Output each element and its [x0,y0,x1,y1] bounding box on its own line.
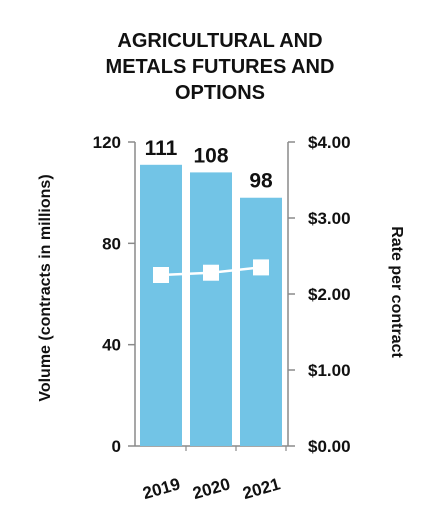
left-tick-label-80: 80 [102,234,121,253]
rate-marker-2019 [153,267,169,283]
data-label-2021: 98 [249,170,273,193]
right-tick-label-4: $4.00 [308,133,351,152]
data-label-2020: 108 [193,144,228,167]
chart-title-line-2: METALS FUTURES AND [105,56,335,78]
chart-title-line-3: OPTIONS [174,82,265,104]
bar-2021 [240,197,282,446]
x-tick-label-2019: 2019 [141,474,183,503]
bar-2020 [190,172,232,446]
chart-title: AGRICULTURAL AND METALS FUTURES AND OPTI… [0,28,440,106]
right-tick-label-3: $3.00 [308,209,351,228]
left-tick-label-120: 120 [93,133,121,152]
left-tick-label-0: 0 [112,437,121,456]
right-tick-label-0: $0.00 [308,437,351,456]
rate-marker-2021 [253,259,269,276]
line-layer [153,259,269,283]
rate-marker-2020 [203,264,219,281]
y-right-axis-title: Rate per contract [388,226,405,358]
axes-layer [128,141,295,451]
bar-2019 [140,164,182,447]
y-left-axis-title: Volume (contracts in millions) [37,174,54,401]
right-tick-label-1: $1.00 [308,361,351,380]
data-label-2019: 111 [145,137,178,160]
chart-title-line-1: AGRICULTURAL AND [117,30,323,52]
bars-layer [140,164,282,447]
left-tick-label-40: 40 [102,336,121,355]
right-tick-label-2: $2.00 [308,285,351,304]
x-tick-label-2021: 2021 [241,474,283,503]
x-tick-label-2020: 2020 [191,474,233,503]
